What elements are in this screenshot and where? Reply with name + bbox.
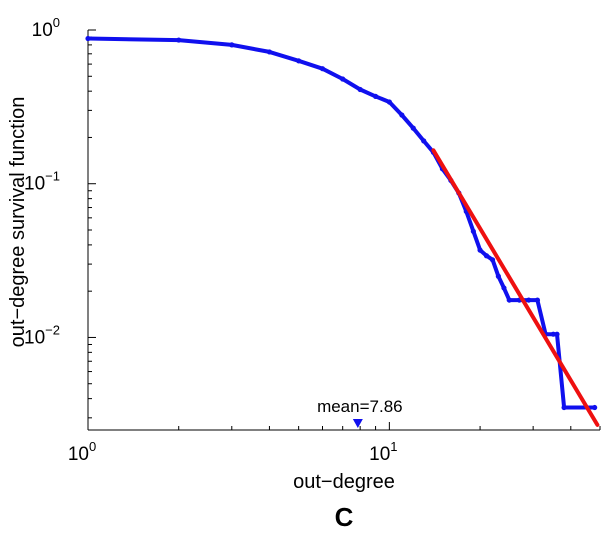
data-point	[372, 93, 379, 99]
fit-line	[431, 148, 600, 427]
data-point	[296, 58, 302, 64]
data-point	[506, 297, 512, 303]
y-axis-label: out−degree survival function	[7, 97, 29, 348]
data-point	[534, 297, 541, 303]
y-tick-label: 100	[32, 15, 60, 41]
data-point	[561, 404, 567, 411]
y-tick-label: 10−1	[24, 169, 60, 195]
tick-marks: 100 101 100 10−1 10−2	[24, 15, 601, 465]
data-point	[229, 42, 235, 48]
panel-label: C	[335, 502, 354, 532]
mean-annotation: mean=7.86	[317, 397, 403, 428]
data-point	[319, 66, 326, 72]
data-point	[357, 86, 363, 93]
data-series	[85, 35, 600, 427]
y-tick-label: 10−2	[24, 322, 60, 348]
data-point	[526, 297, 532, 303]
plot-axes	[87, 30, 600, 431]
mean-label: mean=7.86	[317, 397, 403, 416]
data-point	[85, 35, 91, 42]
data-point	[410, 125, 416, 131]
data-point	[554, 331, 560, 337]
data-point	[340, 76, 346, 82]
data-point	[421, 138, 427, 144]
x-tick-label: 101	[369, 439, 397, 465]
mean-marker	[352, 419, 363, 428]
data-point	[399, 112, 405, 118]
data-point	[495, 273, 501, 279]
data-point	[501, 285, 507, 291]
data-point	[489, 257, 496, 263]
data-point	[483, 253, 490, 259]
data-point	[266, 49, 273, 55]
survival-series-line	[86, 36, 597, 410]
x-axis-label: out−degree	[293, 471, 395, 493]
data-point	[477, 247, 483, 253]
data-point	[386, 99, 392, 105]
data-point	[550, 331, 556, 337]
x-tick-label: 100	[68, 439, 96, 465]
data-point	[592, 404, 598, 411]
data-point	[176, 37, 182, 43]
data-point	[470, 228, 476, 234]
